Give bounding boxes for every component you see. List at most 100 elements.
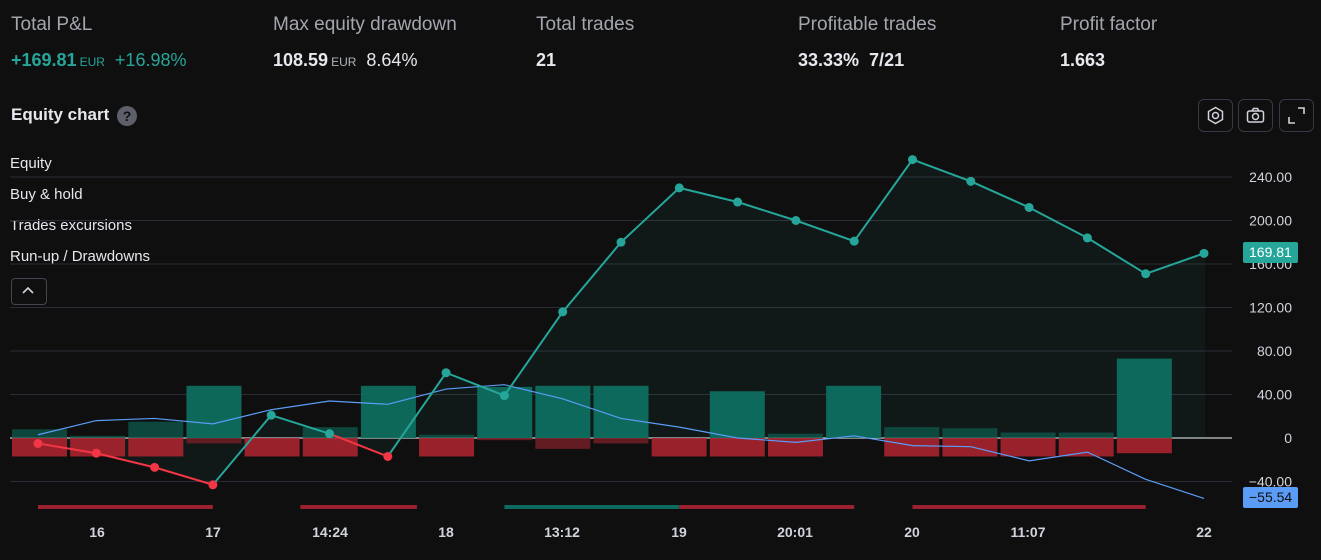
runup-bar	[419, 434, 475, 438]
drawdown-bar	[709, 438, 765, 457]
runup-bar	[1058, 432, 1114, 438]
runup-bar	[1116, 358, 1172, 438]
runup-drawdown-segment	[679, 505, 855, 509]
drawdown-bar	[244, 438, 300, 457]
total-pnl-pct: +16.98%	[114, 50, 187, 70]
screenshot-button[interactable]	[1238, 99, 1273, 132]
total-trades-stat: Total trades 21	[536, 14, 635, 70]
runup-bar	[128, 421, 184, 438]
equity-chart-title: Equity chart	[11, 105, 110, 124]
equity-point	[674, 183, 684, 193]
collapse-legend-button[interactable]	[11, 278, 47, 305]
buy-and-hold-line	[37, 384, 1205, 499]
drawdown-bar	[419, 438, 475, 457]
drawdown-bar	[1058, 438, 1114, 457]
y-tick-label: 80.00	[1257, 343, 1292, 359]
equity-point	[733, 197, 743, 207]
x-tick-label: 11:07	[1010, 524, 1045, 540]
drawdown-bar	[535, 438, 591, 449]
equity-line-segment	[329, 432, 389, 458]
equity-point	[908, 155, 917, 165]
equity-area	[38, 159, 1205, 485]
equity-line-segment	[154, 466, 214, 486]
runup-bar	[1000, 432, 1056, 438]
runup-bar	[884, 427, 940, 438]
profitable-trades-stat: Profitable trades 33.33% 7/21	[798, 14, 937, 70]
fullscreen-button[interactable]	[1279, 99, 1314, 132]
x-tick-label: 22	[1196, 524, 1212, 540]
drawdown-bar	[128, 438, 184, 457]
profit-factor-label: Profit factor	[1060, 14, 1158, 35]
help-icon[interactable]: ?	[117, 106, 137, 126]
equity-point	[1082, 233, 1092, 243]
y-tick-label: 0	[1284, 430, 1292, 446]
y-tick-label: 240.00	[1249, 169, 1292, 185]
x-tick-label: 13:12	[544, 524, 580, 540]
total-trades-value: 21	[536, 50, 557, 70]
x-tick-label: 17	[205, 524, 221, 540]
total-pnl-value: +169.81 EUR +16.98%	[11, 50, 186, 71]
runup-bar	[767, 433, 823, 438]
max-drawdown-amount: 108.59	[273, 50, 329, 70]
runup-bar	[186, 385, 242, 438]
profit-factor-stat: Profit factor 1.663	[1060, 14, 1158, 70]
camera-icon	[1246, 107, 1265, 123]
max-drawdown-label: Max equity drawdown	[273, 14, 457, 35]
runup-drawdown-segment	[38, 505, 213, 509]
equity-line-segment	[1145, 252, 1205, 275]
y-tick-label: 120.00	[1249, 300, 1292, 316]
equity-line-segment	[96, 452, 155, 469]
equity-line-segment	[445, 371, 505, 397]
last-equity-badge: 169.81	[1243, 242, 1298, 264]
equity-point	[966, 176, 976, 186]
equity-line-segment	[620, 187, 680, 243]
equity-line-segment	[1028, 206, 1088, 239]
settings-hexagon-icon	[1207, 106, 1224, 125]
last-buyhold-badge: −55.54	[1243, 487, 1299, 509]
drawdown-bar	[1116, 438, 1172, 454]
drawdown-bar	[884, 438, 940, 457]
y-tick-label: −40.00	[1249, 474, 1292, 490]
equity-point	[1024, 202, 1034, 212]
drawdown-bar	[651, 438, 707, 457]
x-tick-label: 19	[671, 524, 687, 540]
total-pnl-stat: Total P&L +169.81 EUR +16.98%	[11, 14, 186, 70]
max-drawdown-pct: 8.64%	[366, 50, 418, 70]
equity-line-segment	[503, 311, 564, 397]
total-trades-label: Total trades	[536, 14, 635, 35]
profitable-trades-label: Profitable trades	[798, 14, 937, 35]
equity-point	[325, 429, 334, 439]
equity-line-segment	[970, 180, 1030, 209]
equity-chart: 240.00200.00160.00120.0080.0040.000−40.0…	[10, 155, 1292, 540]
equity-point	[33, 438, 43, 448]
x-tick-label: 14:24	[312, 524, 348, 540]
legend-runup-drawdowns[interactable]: Run-up / Drawdowns	[10, 248, 151, 265]
runup-drawdown-segment	[912, 505, 1146, 509]
equity-point	[791, 216, 801, 225]
legend-trades-excursions[interactable]: Trades excursions	[10, 217, 132, 234]
runup-bar	[70, 435, 126, 438]
max-drawdown-stat: Max equity drawdown 108.59 EUR 8.64%	[273, 14, 457, 70]
total-pnl-amount: +169.81	[11, 50, 77, 70]
profitable-trades-value: 33.33% 7/21	[798, 50, 905, 70]
equity-point	[91, 448, 101, 458]
equity-line-segment	[270, 414, 330, 435]
equity-line-segment	[853, 159, 914, 242]
equity-line-segment	[212, 414, 272, 486]
max-drawdown-unit: EUR	[331, 55, 357, 69]
legend-equity[interactable]: Equity	[10, 155, 52, 172]
equity-line-segment	[561, 241, 622, 313]
runup-bar	[360, 385, 416, 438]
chevron-up-icon	[22, 286, 34, 294]
equity-point	[383, 451, 393, 461]
runup-bar	[12, 429, 67, 438]
chart-settings-button[interactable]	[1198, 99, 1233, 132]
x-tick-label: 20	[904, 524, 920, 540]
drawdown-bar	[302, 438, 358, 457]
performance-summary: Total P&L +169.81 EUR +16.98% Max equity d…	[0, 0, 1321, 90]
equity-line-segment	[912, 158, 972, 183]
equity-point	[1199, 248, 1209, 258]
runup-bar	[826, 385, 882, 438]
runup-drawdown-segment	[300, 505, 417, 509]
legend-buy-and-hold[interactable]: Buy & hold	[10, 186, 83, 203]
